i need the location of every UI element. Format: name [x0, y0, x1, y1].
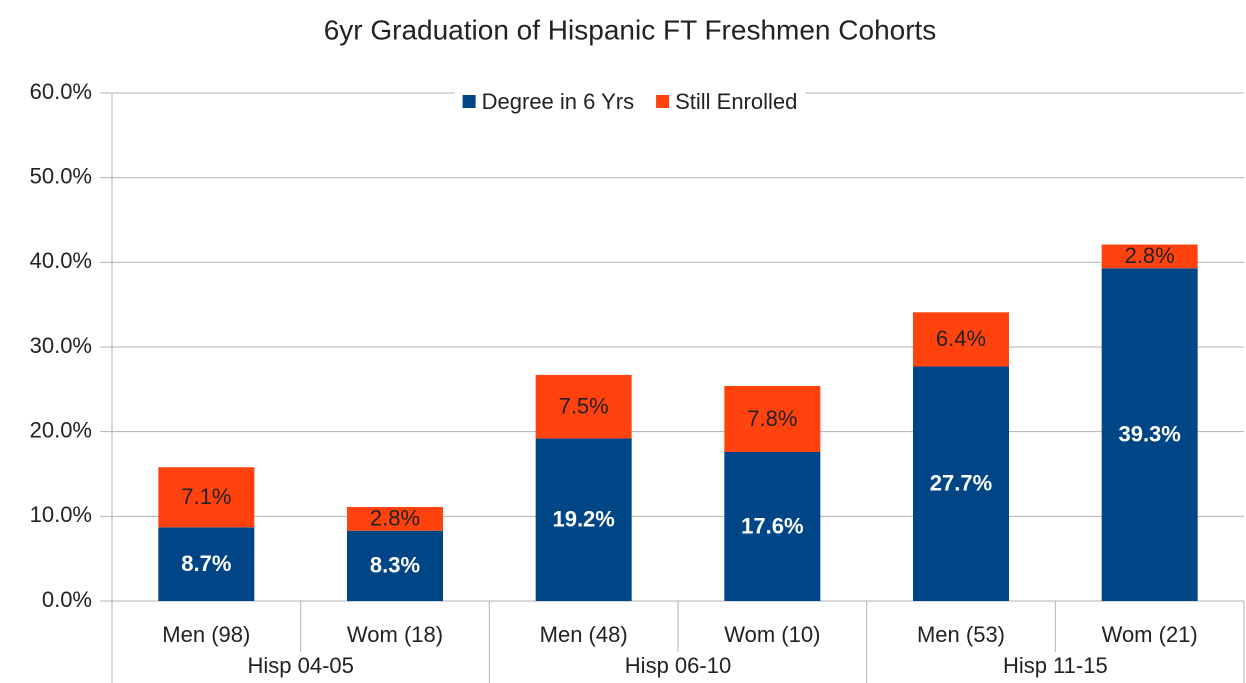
bar-segment: [535, 374, 632, 439]
y-tick-label: 20.0%: [30, 417, 92, 442]
x-tick-label: Wom (21): [1102, 622, 1198, 647]
x-tick-label: Wom (18): [347, 622, 443, 647]
bar-segment: [724, 385, 821, 452]
x-tick-label: Men (48): [540, 622, 628, 647]
bar-segment: [158, 467, 255, 528]
chart-title: 6yr Graduation of Hispanic FT Freshmen C…: [324, 14, 937, 45]
data-label: 7.8%: [747, 406, 797, 431]
data-label: 2.8%: [1125, 243, 1175, 268]
x-tick-label: Men (53): [917, 622, 1005, 647]
data-label: 7.5%: [559, 394, 609, 419]
x-tick-label: Men (98): [162, 622, 250, 647]
data-label: 17.6%: [741, 513, 803, 538]
y-tick-label: 40.0%: [30, 248, 92, 273]
data-label: 8.3%: [370, 553, 420, 578]
legend-label: Degree in 6 Yrs: [482, 89, 634, 114]
group-label: Hisp 06-10: [625, 653, 731, 678]
bar-segment: [535, 438, 632, 601]
data-label: 19.2%: [552, 507, 614, 532]
group-label: Hisp 04-05: [247, 653, 353, 678]
data-label: 27.7%: [930, 471, 992, 496]
legend-swatch: [462, 95, 476, 108]
x-tick-label: Wom (10): [724, 622, 820, 647]
bar-segment: [347, 507, 443, 531]
bar-segment: [1101, 268, 1198, 601]
bar-segment: [158, 527, 255, 601]
data-label: 6.4%: [936, 326, 986, 351]
data-label: 8.7%: [181, 551, 231, 576]
bar-segment: [913, 312, 1009, 367]
legend-label: Still Enrolled: [675, 89, 797, 114]
legend-bg: [454, 86, 806, 118]
data-label: 7.1%: [181, 484, 231, 509]
data-label: 39.3%: [1118, 421, 1180, 446]
y-tick-label: 60.0%: [30, 79, 92, 104]
legend-swatch: [656, 95, 670, 108]
legend: Degree in 6 Yrs Still Enrolled: [454, 86, 806, 118]
y-tick-label: 50.0%: [30, 163, 92, 188]
group-label: Hisp 11-15: [1003, 653, 1108, 678]
y-tick-label: 30.0%: [30, 333, 92, 358]
y-tick-label: 10.0%: [30, 502, 92, 527]
bar-segment: [724, 451, 821, 601]
bar-segment: [347, 530, 443, 601]
y-tick-label: 0.0%: [42, 587, 92, 612]
bar-segment: [1101, 244, 1198, 269]
data-label: 2.8%: [370, 506, 420, 531]
bar-segment: [913, 366, 1009, 601]
